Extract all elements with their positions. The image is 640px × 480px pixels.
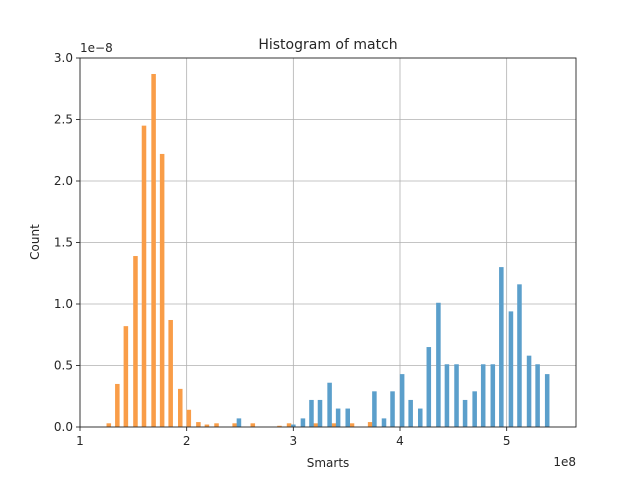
bar-series-1-13 (418, 408, 423, 427)
x-tick-label-3: 4 (396, 434, 404, 448)
bar-series-1-23 (508, 311, 514, 427)
bar-series-1-19 (472, 391, 477, 427)
bar-series-0-13 (232, 423, 237, 427)
y-offset-text: 1e−8 (80, 41, 113, 55)
bar-series-1-5 (327, 382, 332, 427)
bar-series-1-26 (535, 364, 540, 427)
y-tick-label-6: 3.0 (54, 51, 73, 65)
bar-series-0-0 (106, 423, 112, 427)
bar-series-1-6 (335, 408, 341, 427)
y-tick-label-3: 1.5 (54, 236, 73, 250)
bar-series-1-16 (444, 364, 450, 427)
bar-series-0-19 (349, 423, 355, 427)
x-axis-label: Smarts (307, 456, 350, 470)
x-tick-label-4: 5 (503, 434, 511, 448)
bar-series-1-1 (291, 424, 296, 427)
chart-title: Histogram of match (258, 37, 397, 53)
bar-series-1-4 (317, 399, 323, 427)
x-axis-ticks: 1 2 3 4 5 (76, 427, 510, 448)
bar-series-1-0 (236, 418, 242, 427)
bar-series-0-7 (168, 319, 173, 427)
bar-series-1-3 (309, 399, 314, 427)
bar-series-1-12 (408, 399, 413, 427)
y-tick-label-5: 2.5 (54, 113, 73, 127)
bar-series-0-3 (133, 256, 138, 427)
bar-series-1-15 (436, 302, 441, 427)
x-offset-text: 1e8 (553, 455, 576, 469)
bar-series-0-17 (313, 423, 318, 427)
bar-series-0-11 (204, 424, 210, 427)
y-tick-label-1: 0.5 (54, 359, 73, 373)
bar-series-1-18 (462, 399, 468, 427)
bar-series-1-2 (300, 418, 306, 427)
bar-series-1-17 (454, 364, 459, 427)
bar-series-0-5 (151, 73, 156, 428)
bar-series-1-14 (426, 347, 432, 427)
bar-series-0-15 (277, 425, 282, 427)
y-tick-label-4: 2.0 (54, 174, 73, 188)
x-tick-label-0: 1 (76, 434, 84, 448)
bar-series-0-9 (186, 409, 192, 427)
x-tick-label-1: 2 (183, 434, 191, 448)
bar-series-0-16 (286, 423, 292, 427)
bar-series-1-27 (544, 374, 550, 427)
bar-series-1-7 (345, 408, 350, 427)
bar-series-1-11 (399, 374, 405, 427)
x-tick-label-2: 3 (290, 434, 298, 448)
y-tick-label-2: 1.0 (54, 297, 73, 311)
bar-series-1-24 (517, 284, 522, 427)
bar-series-1-8 (372, 391, 377, 427)
y-axis-label: Count (28, 224, 42, 260)
bar-series-0-4 (141, 125, 147, 428)
bar-series-0-20 (367, 422, 373, 427)
bar-series-0-8 (178, 388, 183, 427)
bar-series-1-20 (480, 364, 486, 427)
bar-series-0-6 (159, 153, 165, 427)
bar-series-1-22 (499, 267, 504, 427)
bar-series-0-1 (115, 383, 120, 427)
y-axis-ticks: 0.0 0.5 1.0 1.5 2.0 2.5 3.0 (54, 51, 80, 434)
bar-series-0-2 (123, 326, 129, 427)
bar-series-1-10 (390, 391, 395, 427)
bar-series-0-14 (250, 423, 256, 427)
y-tick-label-0: 0.0 (54, 420, 73, 434)
histogram-bars (106, 73, 550, 428)
bar-series-0-12 (214, 423, 219, 427)
bar-series-1-25 (526, 355, 532, 427)
bar-series-0-18 (331, 423, 337, 427)
bar-series-0-10 (196, 422, 201, 427)
bar-series-1-21 (490, 364, 496, 427)
bar-series-1-9 (381, 418, 387, 427)
